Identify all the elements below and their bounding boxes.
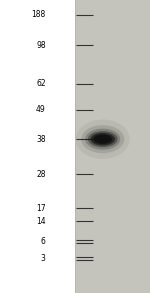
Text: 28: 28 [36, 170, 46, 179]
Ellipse shape [88, 131, 118, 147]
Text: 188: 188 [32, 10, 46, 19]
Ellipse shape [85, 129, 120, 150]
Text: 6: 6 [41, 237, 46, 246]
Text: 62: 62 [36, 79, 46, 88]
Text: 98: 98 [36, 41, 46, 50]
Ellipse shape [96, 136, 109, 143]
Ellipse shape [81, 125, 124, 153]
Text: 17: 17 [36, 204, 46, 212]
Ellipse shape [93, 134, 112, 144]
Bar [75, 0, 150, 293]
Ellipse shape [76, 120, 130, 159]
Text: 49: 49 [36, 105, 46, 114]
Text: 14: 14 [36, 217, 46, 226]
Ellipse shape [91, 133, 115, 146]
Text: 3: 3 [41, 254, 46, 263]
Text: 38: 38 [36, 135, 46, 144]
